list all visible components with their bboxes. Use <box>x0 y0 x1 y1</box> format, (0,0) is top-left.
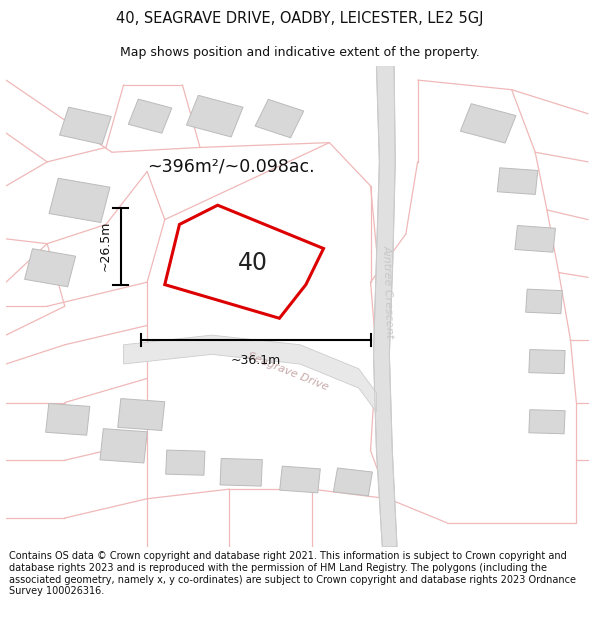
Polygon shape <box>166 450 205 475</box>
Text: ~26.5m: ~26.5m <box>99 221 112 271</box>
Text: ~36.1m: ~36.1m <box>231 354 281 367</box>
Text: 40, SEAGRAVE DRIVE, OADBY, LEICESTER, LE2 5GJ: 40, SEAGRAVE DRIVE, OADBY, LEICESTER, LE… <box>116 11 484 26</box>
Polygon shape <box>59 107 111 144</box>
Polygon shape <box>124 335 376 412</box>
Polygon shape <box>529 410 565 434</box>
Polygon shape <box>175 239 237 287</box>
Polygon shape <box>526 289 562 314</box>
Polygon shape <box>49 178 110 222</box>
Text: Seagrave Drive: Seagrave Drive <box>247 351 330 392</box>
Text: Contains OS data © Crown copyright and database right 2021. This information is : Contains OS data © Crown copyright and d… <box>9 551 576 596</box>
Polygon shape <box>280 466 320 493</box>
Polygon shape <box>220 459 262 486</box>
Polygon shape <box>187 96 243 137</box>
Polygon shape <box>46 404 90 435</box>
Polygon shape <box>515 226 556 253</box>
Polygon shape <box>460 104 516 143</box>
Text: 40: 40 <box>238 251 268 275</box>
Polygon shape <box>128 99 172 133</box>
Polygon shape <box>529 349 565 374</box>
Polygon shape <box>165 205 323 318</box>
Text: Map shows position and indicative extent of the property.: Map shows position and indicative extent… <box>120 46 480 59</box>
Polygon shape <box>118 399 165 431</box>
Polygon shape <box>497 168 538 194</box>
Polygon shape <box>255 99 304 138</box>
Text: Aintree Crescent: Aintree Crescent <box>382 245 395 339</box>
Polygon shape <box>25 249 76 287</box>
Polygon shape <box>100 429 147 463</box>
Polygon shape <box>373 66 397 547</box>
Text: ~396m²/~0.098ac.: ~396m²/~0.098ac. <box>147 158 315 176</box>
Polygon shape <box>334 468 373 496</box>
